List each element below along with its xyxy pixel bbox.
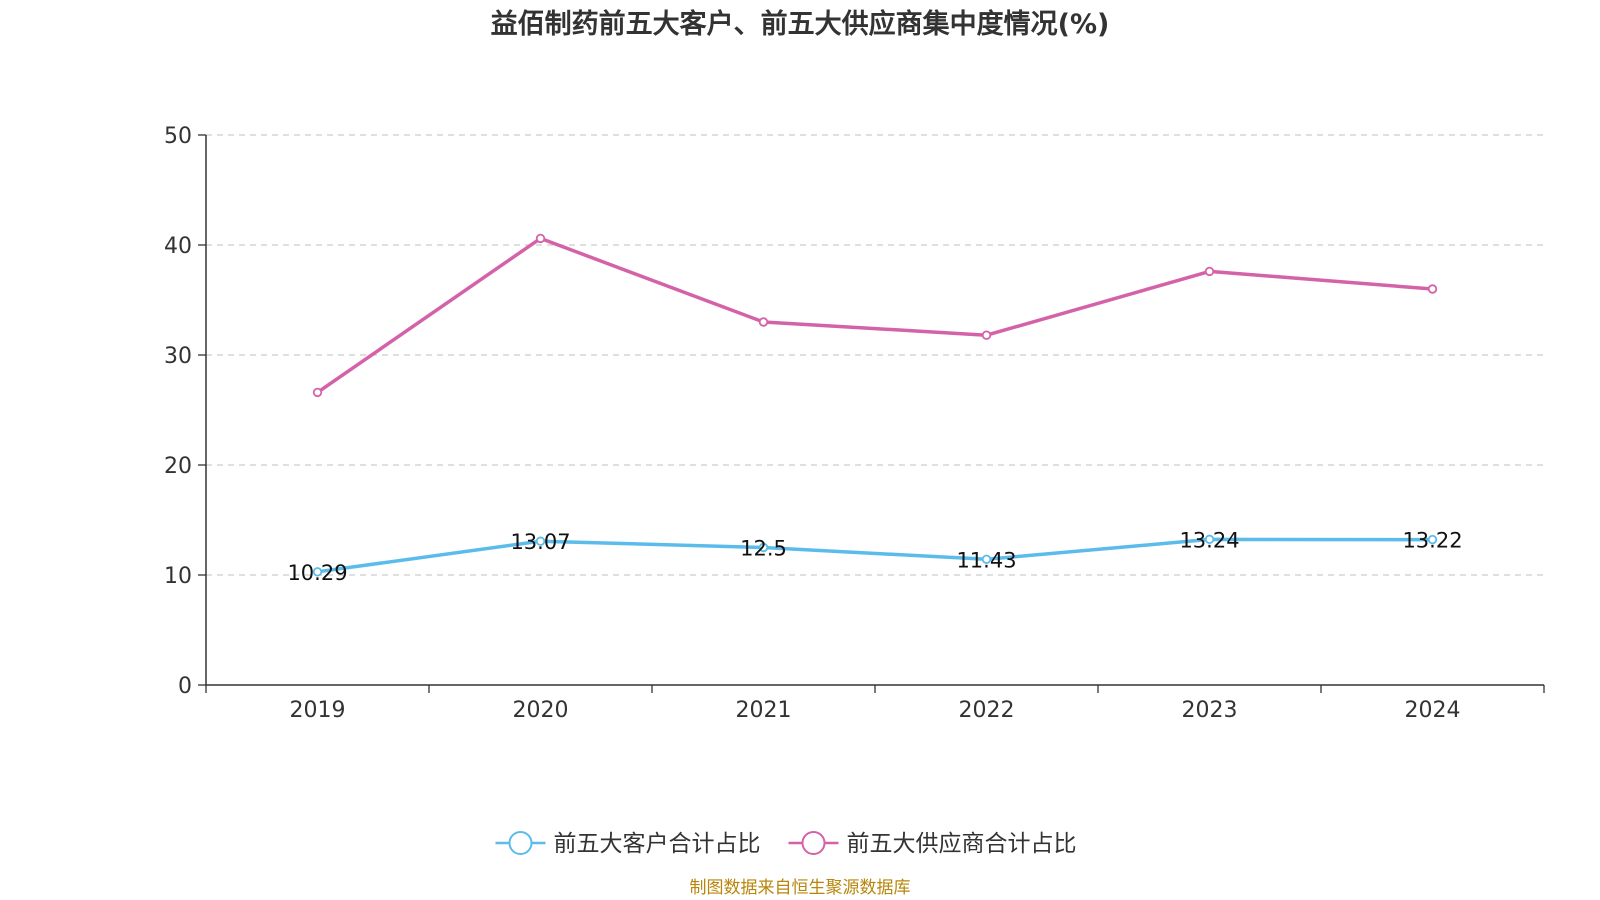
data-label-2021: 12.5	[740, 537, 787, 561]
y-tick-label-40: 40	[164, 234, 192, 259]
axes: 0 10 20 30 40 50 2019 2020 2021 2022 2023 2024	[164, 124, 1545, 723]
x-tick-label-2024: 2024	[1405, 698, 1461, 723]
data-label-2023: 13.24	[1179, 528, 1239, 552]
y-tick-label-10: 10	[164, 564, 192, 589]
legend-label-0: 前五大客户合计占比	[554, 831, 761, 857]
data-label-2024: 13.22	[1402, 529, 1462, 553]
series-1-point-2023[interactable]	[1204, 266, 1215, 277]
data-label-2019: 10.29	[287, 561, 347, 585]
data-label-2020: 13.07	[510, 530, 570, 554]
y-tick-label-0: 0	[178, 674, 192, 699]
data-labels: 10.29 13.07 12.5 11.43 13.24 13.22	[287, 528, 1462, 584]
legend-label-1: 前五大供应商合计占比	[847, 831, 1077, 857]
series-1-point-2019[interactable]	[312, 387, 323, 398]
series-line-1	[316, 236, 1433, 394]
series-0-point-2019[interactable]	[312, 567, 323, 577]
x-tick-label-2021: 2021	[736, 698, 792, 723]
series-0-point-2021[interactable]	[758, 542, 769, 553]
x-tick-label-2022: 2022	[959, 698, 1015, 723]
series-0-point-2024[interactable]	[1427, 534, 1438, 545]
series-1-point-2022[interactable]	[981, 330, 992, 340]
series-1-point-2020[interactable]	[535, 233, 546, 244]
series-0-point-2023[interactable]	[1204, 534, 1215, 545]
x-tick-label-2020: 2020	[513, 698, 569, 723]
series-0-point-2020[interactable]	[535, 536, 546, 546]
series-layer	[312, 233, 1438, 577]
legend-item-1[interactable]: 前五大供应商合计占比	[788, 831, 1077, 857]
series-1-point-2021[interactable]	[758, 317, 769, 327]
x-tick-label-2023: 2023	[1182, 698, 1238, 723]
grid-lines	[206, 134, 1544, 576]
legend-marker-1	[801, 831, 826, 855]
series-1-point-2024[interactable]	[1427, 284, 1438, 294]
source-note: 制图数据来自恒生聚源数据库	[690, 878, 911, 898]
y-tick-label-20: 20	[164, 454, 192, 479]
legend-marker-0	[508, 831, 533, 855]
series-line-0	[317, 537, 1433, 574]
legend[interactable]: 前五大客户合计占比 前五大供应商合计占比	[495, 831, 1077, 857]
x-tick-label-2019: 2019	[290, 698, 346, 723]
chart-title: 益佰制药前五大客户、前五大供应商集中度情况(%)	[491, 8, 1110, 40]
y-tick-label-50: 50	[164, 124, 192, 149]
legend-item-0[interactable]: 前五大客户合计占比	[495, 831, 761, 857]
y-tick-label-30: 30	[164, 344, 192, 369]
series-0-point-2022[interactable]	[981, 554, 992, 564]
data-label-2022: 11.43	[956, 548, 1016, 572]
